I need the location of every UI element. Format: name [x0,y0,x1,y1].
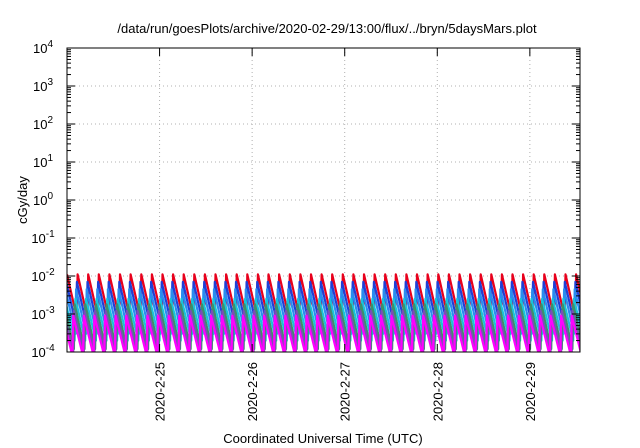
y-tick-label: 100 [33,191,53,208]
y-tick-label-base: 10 [31,307,45,322]
y-tick-label-exponent: -2 [46,267,55,278]
y-tick-label: 10-2 [31,267,55,284]
y-tick-label-exponent: -4 [46,343,55,354]
y-tick-label: 102 [33,115,53,132]
y-tick-label-base: 10 [33,41,47,56]
y-tick-label-exponent: -1 [46,229,55,240]
y-tick-label: 10-1 [31,229,55,246]
y-tick-label-exponent: 0 [47,191,53,202]
x-tick-label: 2020-2-28 [430,362,445,421]
y-tick-label-exponent: 4 [47,39,53,50]
y-tick-label: 101 [33,153,53,170]
y-tick-label-base: 10 [31,345,45,360]
y-tick-label-exponent: 3 [47,77,53,88]
x-axis-label: Coordinated Universal Time (UTC) [223,431,422,446]
y-tick-label-base: 10 [33,155,47,170]
y-tick-label: 10-3 [31,305,55,322]
y-tick-label-base: 10 [31,231,45,246]
y-tick-label: 103 [33,77,53,94]
x-tick-label: 2020-2-26 [245,362,260,421]
y-tick-label-base: 10 [33,193,47,208]
y-tick-label: 10-4 [31,343,55,360]
x-tick-label: 2020-2-27 [338,362,353,421]
x-tick-label: 2020-2-29 [523,362,538,421]
x-tick-label: 2020-2-25 [153,362,168,421]
series-group [67,273,580,352]
y-tick-label-base: 10 [33,117,47,132]
y-tick-label-exponent: 2 [47,115,53,126]
y-tick-label-base: 10 [33,79,47,94]
y-tick-label-exponent: 1 [47,153,53,164]
series-line [67,314,580,352]
chart-title: /data/run/goesPlots/archive/2020-02-29/1… [117,21,537,36]
x-axis: 2020-2-25 2020-2-26 2020-2-27 2020-2-28 2020… [153,48,538,421]
y-tick-label: 104 [33,39,53,56]
y-tick-label-exponent: -3 [46,305,55,316]
y-tick-label-base: 10 [31,269,45,284]
y-axis-label: cGy/day [15,176,30,224]
